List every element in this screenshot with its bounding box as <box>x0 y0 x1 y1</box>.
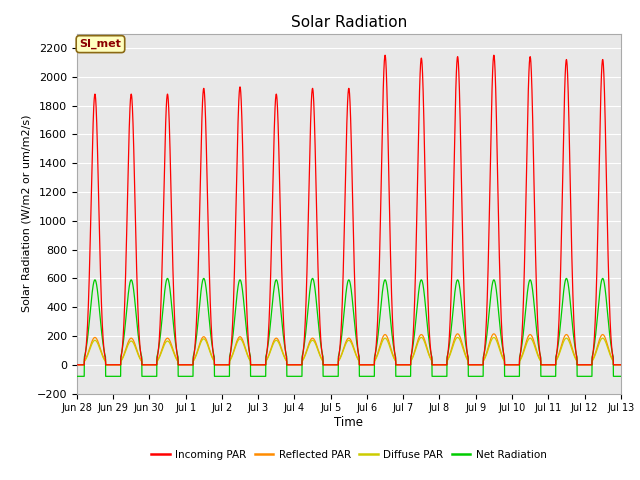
X-axis label: Time: Time <box>334 416 364 429</box>
Legend: Incoming PAR, Reflected PAR, Diffuse PAR, Net Radiation: Incoming PAR, Reflected PAR, Diffuse PAR… <box>147 445 550 464</box>
Title: Solar Radiation: Solar Radiation <box>291 15 407 30</box>
Y-axis label: Solar Radiation (W/m2 or um/m2/s): Solar Radiation (W/m2 or um/m2/s) <box>21 115 31 312</box>
Text: SI_met: SI_met <box>79 39 122 49</box>
